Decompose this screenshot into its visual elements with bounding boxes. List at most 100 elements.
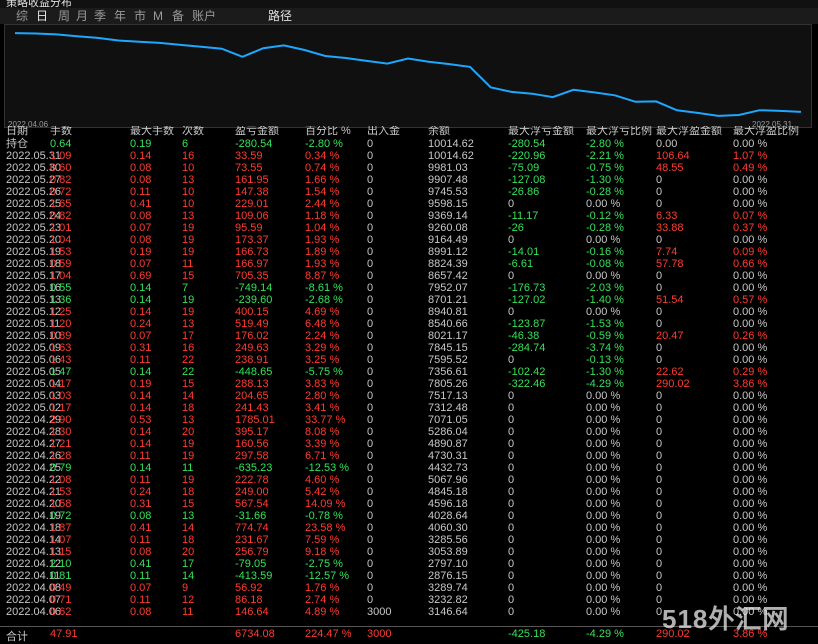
table-row[interactable]: 2022.05.11 1.20 0.24 13 519.49 6.48 % 0 8540.66… [0, 318, 818, 330]
cell-j: 0 [656, 270, 663, 282]
cell-h: 0 [508, 438, 515, 450]
table-row[interactable]: 2022.04.21 1.53 0.24 18 249.00 5.42 % 0 4845.18… [0, 486, 818, 498]
table-row[interactable]: 2022.04.12 2.10 0.41 17 -79.05 -2.75 % 0 2797.1… [0, 558, 818, 570]
cell-d: 231.67 [235, 534, 269, 546]
table-row[interactable]: 2022.05.03 1.03 0.14 14 204.65 2.80 % 0 7517.13… [0, 390, 818, 402]
cell-d: 166.97 [235, 258, 269, 270]
cell-j: 0 [656, 438, 663, 450]
table-row[interactable]: 2022.04.22 1.08 0.11 19 222.78 4.60 % 0 5067.96… [0, 474, 818, 486]
table-row[interactable]: 2022.05.17 1.04 0.69 15 705.35 8.87 % 0 8657.42… [0, 270, 818, 282]
table-row[interactable]: 2022.04.29 2.90 0.53 13 1785.01 33.77 % 0 7071.… [0, 414, 818, 426]
cell-f: 0 [367, 246, 374, 258]
table-row[interactable]: 2022.04.14 1.07 0.11 18 231.67 7.59 % 0 3285.56… [0, 534, 818, 546]
equity-chart [4, 24, 812, 128]
table-row[interactable]: 2022.05.30 0.60 0.08 10 73.55 0.74 % 0 9981.03 -… [0, 162, 818, 174]
cell-i: 0.00 % [586, 498, 621, 510]
table-row[interactable]: 2022.05.10 0.89 0.07 17 176.02 2.24 % 0 8021.17… [0, 330, 818, 342]
tab-2[interactable]: 周 [58, 9, 71, 23]
cell-e: 6.71 % [305, 450, 340, 462]
cell-e: 33.77 % [305, 414, 346, 426]
cell-d: 249.63 [235, 342, 269, 354]
table-row[interactable]: 2022.04.19 0.72 0.08 13 -31.66 -0.78 % 0 4028.6… [0, 510, 818, 522]
cell-i: 0.00 % [586, 522, 621, 534]
table-row[interactable]: 2022.05.04 1.17 0.19 15 288.13 3.83 % 0 7805.26… [0, 378, 818, 390]
table-row[interactable]: 2022.05.12 1.25 0.14 19 400.15 4.69 % 0 8940.81… [0, 306, 818, 318]
cell-f: 0 [367, 546, 374, 558]
cell-date: 持仓 [6, 138, 28, 150]
cell-j: 0 [656, 318, 663, 330]
cell-k: 0.00 % [733, 318, 768, 330]
cell-i: -2.03 % [586, 282, 624, 294]
table-row[interactable]: 2022.04.20 1.58 0.31 15 567.54 14.09 % 0 4596.1… [0, 498, 818, 510]
cell-d: 249.00 [235, 486, 269, 498]
table-row[interactable]: 2022.05.25 1.65 0.41 10 229.01 2.44 % 0 9598.15… [0, 198, 818, 210]
table-row[interactable]: 2022.04.07 0.71 0.11 12 86.18 2.74 % 0 3232.82 0… [0, 594, 818, 606]
table-row[interactable]: 2022.05.26 0.72 0.11 10 147.38 1.54 % 0 9745.53… [0, 186, 818, 198]
table-row[interactable]: 2022.05.20 1.04 0.08 19 173.37 1.93 % 0 9164.49… [0, 234, 818, 246]
cell-k: 0.00 % [733, 354, 768, 366]
tab-5[interactable]: 年 [114, 9, 127, 23]
cell-k: 0.00 % [733, 198, 768, 210]
cell-i: 0.00 % [586, 426, 621, 438]
table-row[interactable]: 2022.04.11 0.81 0.11 14 -413.59 -12.57 % 0 2876… [0, 570, 818, 582]
column-header: 出入金 [367, 126, 400, 137]
table-row[interactable]: 2022.05.31 1.09 0.14 16 33.59 0.34 % 0 10014.62… [0, 150, 818, 162]
table-row[interactable]: 2022.05.13 1.36 0.14 19 -239.60 -2.68 % 0 8701.… [0, 294, 818, 306]
cell-j: 0 [656, 462, 663, 474]
table-row[interactable]: 2022.04.26 1.28 0.11 19 297.58 6.71 % 0 4730.31… [0, 450, 818, 462]
cell-j: 0 [656, 342, 663, 354]
tab-1[interactable]: 日 [36, 9, 49, 23]
table-row[interactable]: 2022.05.09 1.63 0.31 16 249.63 3.29 % 0 7845.15… [0, 342, 818, 354]
table-row[interactable]: 2022.04.25 0.79 0.14 11 -635.23 -12.53 % 0 4432… [0, 462, 818, 474]
path-button[interactable]: 路径 [268, 9, 293, 23]
cell-date: 2022.05.19 [6, 246, 62, 258]
tab-8[interactable]: 备 [172, 9, 185, 23]
cell-j: 0 [656, 450, 663, 462]
table-row[interactable]: 2022.05.05 1.47 0.14 22 -448.65 -5.75 % 0 7356.… [0, 366, 818, 378]
cell-d: 256.79 [235, 546, 269, 558]
cell-e: 1.66 % [305, 174, 340, 186]
total-label: 合计 [6, 631, 28, 643]
cell-i: -4.29 % [586, 378, 624, 390]
table-row[interactable]: 2022.05.23 1.01 0.07 19 95.59 1.04 % 0 9260.08 -… [0, 222, 818, 234]
cell-c: 15 [182, 378, 195, 390]
cell-g: 3289.74 [428, 582, 468, 594]
column-header: 手数 [50, 126, 72, 137]
cell-f: 0 [367, 582, 374, 594]
cell-k: 0.00 % [733, 474, 768, 486]
tab-7[interactable]: M [153, 9, 163, 23]
cell-c: 10 [182, 198, 195, 210]
table-row[interactable]: 2022.05.24 0.82 0.08 13 109.06 1.18 % 0 9369.14… [0, 210, 818, 222]
table-row[interactable]: 2022.04.06 0.62 0.08 11 146.64 4.89 % 3000 3146… [0, 606, 818, 618]
table-row[interactable]: 2022.04.18 1.87 0.41 14 774.74 23.58 % 0 4060.3… [0, 522, 818, 534]
cell-d: 146.64 [235, 606, 269, 618]
table-row[interactable]: 2022.04.08 0.49 0.07 9 56.92 1.76 % 0 3289.74 0 0… [0, 582, 818, 594]
table-row[interactable]: 2022.05.16 0.55 0.14 7 -749.14 -8.61 % 0 7952.0… [0, 282, 818, 294]
tab-6[interactable]: 市 [134, 9, 147, 23]
table-row[interactable]: 2022.05.18 0.59 0.07 11 166.97 1.93 % 0 8824.39… [0, 258, 818, 270]
tab-3[interactable]: 月 [76, 9, 89, 23]
table-row[interactable]: 2022.05.19 1.53 0.19 19 166.73 1.89 % 0 8991.12… [0, 246, 818, 258]
table-row[interactable]: 持仓 0.64 0.19 6 -280.54 -2.80 % 0 10014.62 -280.5… [0, 138, 818, 150]
cell-date: 2022.04.29 [6, 414, 62, 426]
cell-c: 19 [182, 246, 195, 258]
table-row[interactable]: 2022.04.13 1.15 0.08 20 256.79 9.18 % 0 3053.89… [0, 546, 818, 558]
tab-0[interactable]: 综 [16, 9, 29, 23]
tab-9[interactable]: 账户 [192, 9, 217, 23]
table-row[interactable]: 2022.04.27 1.21 0.14 19 160.56 3.39 % 0 4890.87… [0, 438, 818, 450]
cell-g: 9598.15 [428, 198, 468, 210]
tab-4[interactable]: 季 [94, 9, 107, 23]
table-row[interactable]: 2022.05.06 1.43 0.11 22 238.91 3.25 % 0 7595.52… [0, 354, 818, 366]
cell-b: 0.24 [130, 486, 152, 498]
table-row[interactable]: 2022.04.28 1.30 0.14 20 395.17 8.08 % 0 5286.04… [0, 426, 818, 438]
cell-f: 0 [367, 498, 374, 510]
cell-g: 5067.96 [428, 474, 468, 486]
cell-c: 12 [182, 594, 195, 606]
cell-i: -0.59 % [586, 330, 624, 342]
table-row[interactable]: 2022.05.02 1.17 0.14 18 241.43 3.41 % 0 7312.48… [0, 402, 818, 414]
table-row[interactable]: 2022.05.27 0.82 0.08 13 161.95 1.66 % 0 9907.48… [0, 174, 818, 186]
cell-k: 0.00 % [733, 510, 768, 522]
cell-i: -2.21 % [586, 150, 624, 162]
cell-g: 4028.64 [428, 510, 468, 522]
column-header: 日期 [6, 126, 28, 137]
